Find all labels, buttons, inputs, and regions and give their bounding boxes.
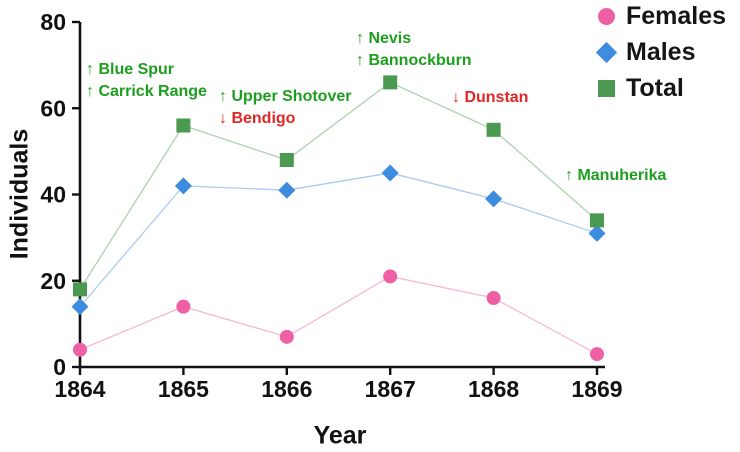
- males-point: [174, 177, 192, 195]
- legend-item-total: Total: [598, 74, 684, 103]
- legend-label-total: Total: [626, 74, 684, 102]
- total-point: [383, 75, 398, 90]
- annotation: ↑ Upper Shotover: [219, 88, 351, 105]
- y-tick-label: 20: [40, 268, 66, 294]
- females-point: [279, 329, 294, 344]
- x-tick-label: 1869: [571, 376, 622, 402]
- males-point: [485, 190, 503, 208]
- females-point: [590, 347, 604, 362]
- x-tick-label: 1868: [468, 376, 519, 402]
- males-diamond-marker-icon: [595, 41, 618, 64]
- males-point: [278, 181, 296, 199]
- total-point: [590, 213, 604, 228]
- females-circle-marker-icon: [598, 8, 615, 25]
- y-tick-label: 80: [40, 9, 66, 35]
- annotation: ↓ Dunstan: [452, 89, 528, 106]
- x-axis-label: Year: [313, 421, 367, 450]
- males-line: [79, 172, 598, 308]
- annotation: ↑ Nevis: [356, 30, 411, 47]
- males-point: [71, 298, 89, 316]
- total-point: [176, 118, 191, 133]
- females-line: [79, 275, 598, 355]
- total-square-marker-icon: [598, 80, 615, 97]
- total-point: [279, 153, 294, 167]
- females-point: [486, 291, 501, 305]
- total-point: [486, 122, 501, 137]
- males-point: [588, 224, 606, 242]
- legend-label-males: Males: [626, 38, 696, 66]
- annotation: ↑ Blue Spur: [86, 61, 174, 78]
- legend-item-males: Males: [595, 38, 696, 67]
- males-point: [381, 164, 399, 182]
- y-tick-label: 40: [40, 182, 66, 208]
- legend-item-females: Females: [598, 2, 726, 31]
- total-line: [79, 81, 598, 290]
- annotation: ↑ Carrick Range: [86, 83, 207, 100]
- females-point: [73, 342, 87, 357]
- females-point: [383, 269, 398, 284]
- annotation: ↑ Manuherika: [565, 167, 666, 184]
- y-tick-label: 0: [53, 354, 66, 380]
- chart-legend: Females Males Total: [595, 2, 726, 103]
- x-tick-label: 1866: [261, 376, 312, 402]
- annotation: ↑ Bannockburn: [356, 52, 472, 69]
- x-tick-label: 1865: [158, 376, 209, 402]
- x-tick-label: 1864: [54, 376, 105, 402]
- annotation: ↓ Bendigo: [219, 110, 296, 127]
- females-point: [176, 299, 191, 314]
- x-tick-label: 1867: [365, 376, 416, 402]
- total-point: [73, 282, 87, 297]
- y-axis-label: Individuals: [5, 128, 34, 260]
- y-tick-label: 60: [40, 95, 66, 121]
- legend-label-females: Females: [626, 2, 727, 30]
